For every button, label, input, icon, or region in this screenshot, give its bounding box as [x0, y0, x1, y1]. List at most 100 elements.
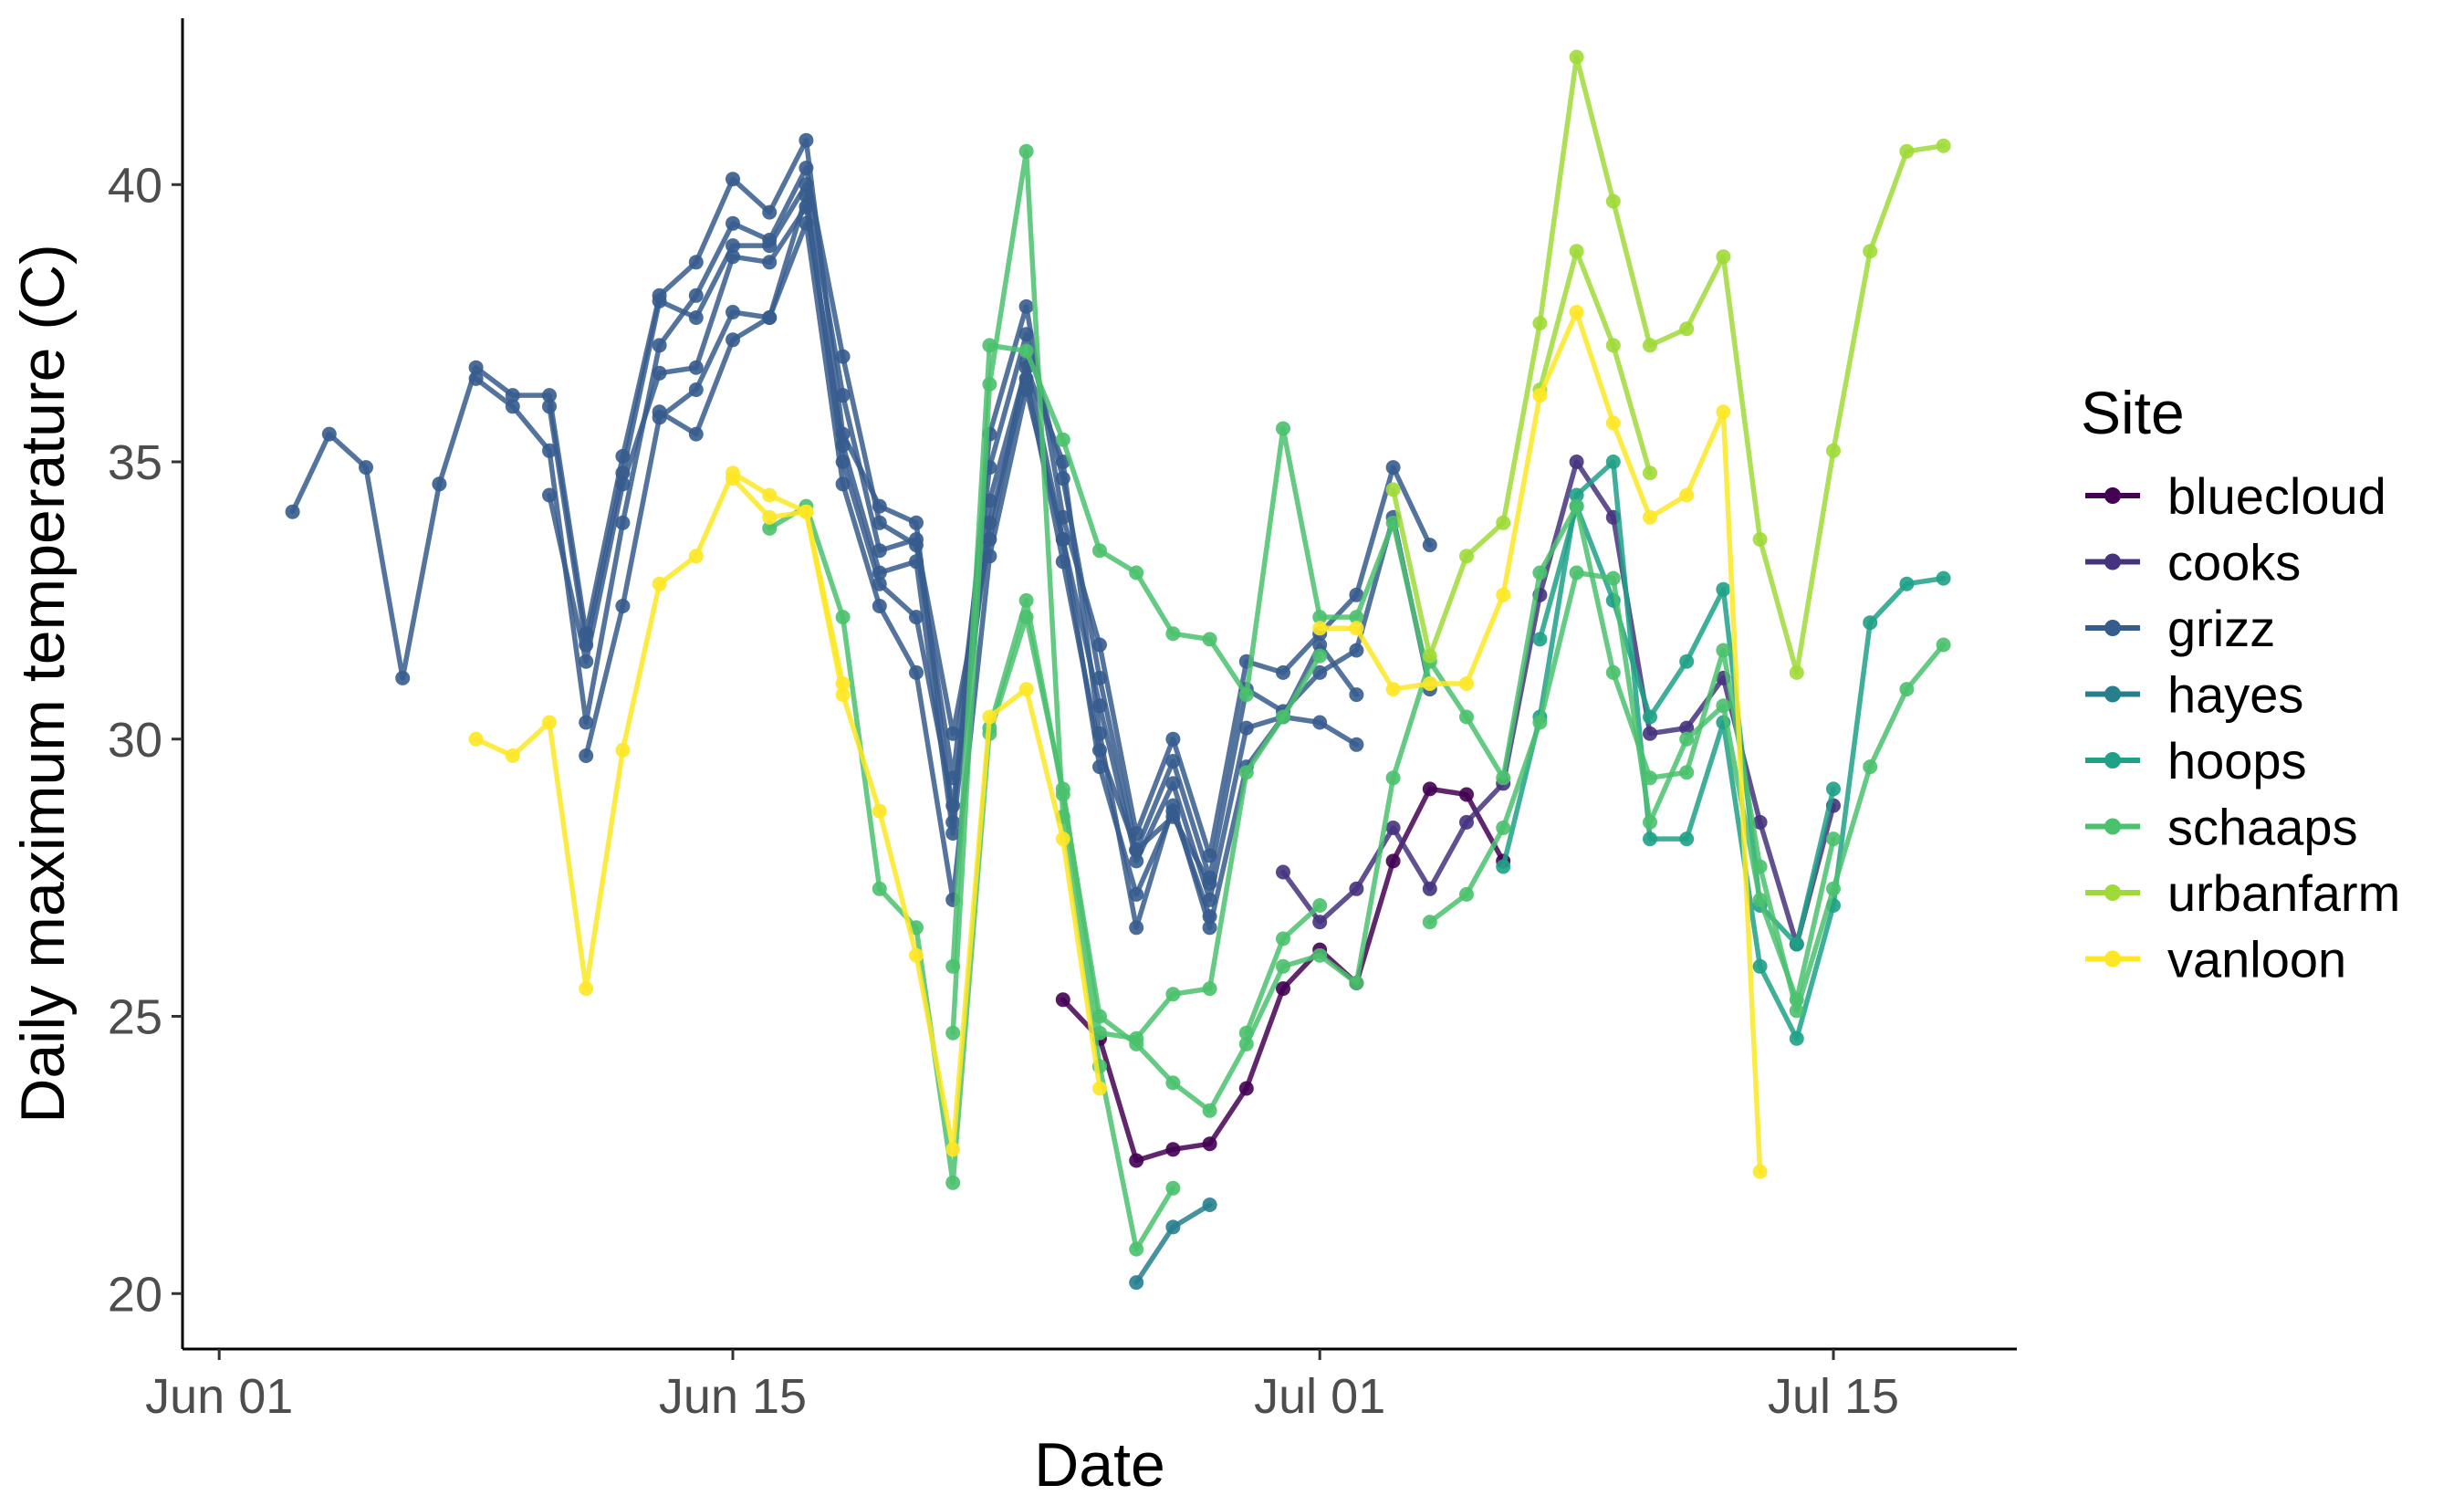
series-vanloon — [1312, 305, 1768, 1179]
data-point-schaaps — [1349, 976, 1364, 990]
data-point-schaaps — [1569, 565, 1584, 580]
data-point-grizz — [615, 599, 631, 613]
data-point-grizz — [1018, 327, 1034, 342]
data-point-vanloon — [652, 576, 667, 591]
data-point-grizz — [688, 255, 704, 270]
data-point-bluecloud — [1385, 853, 1401, 869]
data-point-vanloon — [1018, 682, 1034, 697]
data-point-schaaps — [1092, 1025, 1107, 1041]
data-point-schaaps — [1569, 498, 1584, 514]
series-bluecloud — [1055, 781, 1511, 1168]
data-point-hoops — [1496, 859, 1511, 874]
series-hayes — [1129, 1197, 1217, 1291]
data-point-grizz — [1165, 731, 1181, 747]
data-point-schaaps — [945, 1175, 961, 1190]
data-point-schaaps — [1312, 648, 1328, 664]
data-point-hoops — [1826, 781, 1841, 797]
data-point-vanloon — [1605, 415, 1621, 431]
data-point-hoops — [1789, 936, 1804, 952]
data-point-urbanfarm — [1605, 338, 1621, 353]
data-point-urbanfarm — [1936, 138, 1951, 153]
data-point-cooks — [1385, 821, 1401, 835]
legend-key-point — [2104, 487, 2121, 504]
data-point-grizz — [615, 515, 631, 530]
data-point-grizz — [359, 460, 373, 476]
data-point-vanloon — [835, 676, 851, 691]
data-point-grizz — [1349, 737, 1364, 752]
data-point-hoops — [1899, 576, 1915, 591]
data-point-hayes — [1202, 1197, 1217, 1212]
data-point-grizz — [726, 249, 740, 265]
data-point-schaaps — [1899, 682, 1915, 697]
data-point-grizz — [762, 238, 778, 254]
data-point-cooks — [1679, 720, 1695, 736]
data-point-grizz — [1312, 637, 1328, 653]
data-point-schaaps — [1055, 781, 1070, 797]
data-point-schaaps — [1202, 981, 1217, 997]
data-point-grizz — [799, 161, 814, 175]
data-point-urbanfarm — [1605, 193, 1621, 209]
data-point-grizz — [945, 826, 961, 841]
series-urbanfarm — [1532, 244, 1657, 481]
data-point-schaaps — [1202, 632, 1217, 647]
data-point-hoops — [1643, 709, 1657, 725]
data-point-schaaps — [1789, 992, 1804, 1008]
x-tick-label: Jul 01 — [1254, 1369, 1385, 1424]
data-point-grizz — [982, 515, 997, 530]
data-point-vanloon — [1643, 509, 1657, 525]
data-point-bluecloud — [1238, 1081, 1254, 1096]
data-point-cooks — [1752, 814, 1768, 830]
data-point-schaaps — [1276, 421, 1290, 436]
data-point-grizz — [688, 288, 704, 303]
data-point-urbanfarm — [1569, 244, 1584, 259]
data-point-grizz — [872, 599, 887, 613]
data-point-schaaps — [1716, 643, 1731, 658]
legend-key-point — [2104, 950, 2121, 967]
data-point-schaaps — [1165, 1075, 1181, 1091]
data-point-grizz — [1055, 554, 1070, 570]
data-point-urbanfarm — [1716, 249, 1731, 265]
data-point-grizz — [1349, 687, 1364, 703]
data-point-hoops — [1569, 487, 1584, 503]
series-line-urbanfarm — [1390, 54, 1947, 675]
data-point-schaaps — [1276, 709, 1290, 725]
x-axis-ticks: Jun 01 Jun 15 Jul 01 Jul 15 — [145, 1349, 1899, 1424]
data-point-schaaps — [1532, 565, 1548, 580]
data-point-vanloon — [872, 803, 887, 819]
data-point-grizz — [542, 399, 557, 414]
data-point-grizz — [688, 310, 704, 325]
data-point-schaaps — [1605, 570, 1621, 586]
data-point-grizz — [1165, 809, 1181, 824]
data-point-schaaps — [1129, 565, 1144, 580]
data-point-bluecloud — [1422, 781, 1437, 797]
series-urbanfarm — [1385, 49, 1951, 680]
data-point-vanloon — [1349, 621, 1364, 636]
data-point-grizz — [652, 338, 667, 353]
data-point-vanloon — [615, 742, 631, 758]
data-point-grizz — [909, 664, 924, 680]
data-point-grizz — [321, 426, 337, 442]
data-point-vanloon — [1569, 305, 1584, 319]
data-point-grizz — [542, 443, 557, 458]
data-point-schaaps — [1605, 664, 1621, 680]
data-point-hoops — [1679, 831, 1695, 847]
data-point-schaaps — [1496, 770, 1511, 786]
data-point-grizz — [799, 132, 814, 148]
data-point-vanloon — [1092, 1081, 1107, 1096]
data-point-grizz — [872, 576, 887, 591]
data-point-schaaps — [1826, 831, 1841, 847]
series-hoops — [1496, 455, 1951, 1046]
data-point-grizz — [505, 399, 520, 414]
data-point-schaaps — [1165, 626, 1181, 642]
data-point-grizz — [579, 715, 594, 730]
y-axis-title: Daily maximum temperature (C) — [8, 244, 78, 1124]
y-tick-label: 20 — [108, 1267, 162, 1322]
data-point-schaaps — [1238, 1036, 1254, 1051]
data-point-vanloon — [1055, 831, 1070, 847]
series-line-grizz — [656, 193, 1213, 886]
data-point-hoops — [1863, 615, 1878, 631]
data-point-schaaps — [1385, 515, 1401, 530]
data-point-cooks — [1569, 455, 1584, 469]
data-point-grizz — [835, 455, 851, 469]
data-point-hoops — [1789, 1030, 1804, 1046]
